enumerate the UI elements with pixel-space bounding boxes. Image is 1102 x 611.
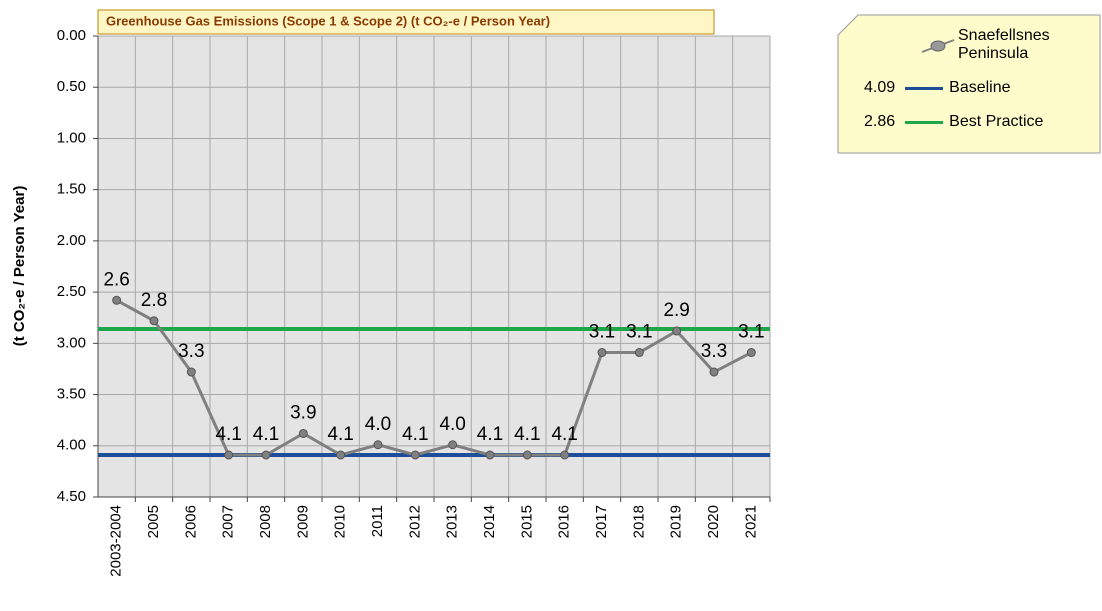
data-label: 4.0 xyxy=(439,414,465,435)
y-tick-label: 1.50 xyxy=(57,181,86,198)
x-tick-label: 2021 xyxy=(742,505,759,538)
data-point xyxy=(672,326,682,336)
data-point xyxy=(522,450,532,460)
data-point xyxy=(149,316,159,326)
x-tick-label: 2007 xyxy=(220,505,237,538)
legend-label: Best Practice xyxy=(949,113,1044,130)
data-label: 2.8 xyxy=(141,290,167,311)
data-point xyxy=(298,428,308,438)
data-label: 4.1 xyxy=(551,424,577,445)
legend-label: Baseline xyxy=(949,79,1011,96)
y-tick-label: 3.50 xyxy=(57,386,86,403)
legend-swatch xyxy=(905,86,944,90)
x-tick-label: 2016 xyxy=(556,505,573,538)
x-tick-label: 2006 xyxy=(182,505,199,538)
y-axis-label: (t CO₂-e / Person Year) xyxy=(11,186,28,347)
y-tick-label: 2.00 xyxy=(57,232,86,249)
title-box xyxy=(97,9,715,35)
data-label: 4.0 xyxy=(365,414,391,435)
x-tick-label: 2009 xyxy=(294,505,311,538)
data-point xyxy=(410,450,420,460)
legend-item: 4.09 Baseline xyxy=(864,79,1011,97)
x-tick-label: 2010 xyxy=(332,505,349,538)
data-point xyxy=(261,450,271,460)
data-label: 3.3 xyxy=(701,341,727,362)
y-tick-label: 1.00 xyxy=(57,129,86,146)
data-point xyxy=(560,450,570,460)
x-tick-label: 2020 xyxy=(705,505,722,538)
x-tick-label: 2005 xyxy=(145,505,162,538)
legend-item: 2.86 Best Practice xyxy=(864,113,1043,131)
x-tick-label: 2019 xyxy=(668,505,685,538)
data-point xyxy=(634,348,644,358)
data-label: 2.6 xyxy=(103,269,129,290)
y-tick-label: 0.50 xyxy=(57,78,86,95)
x-tick-label: 2017 xyxy=(593,505,610,538)
legend-box xyxy=(837,14,1101,154)
x-tick-label: 2003-2004 xyxy=(108,505,125,577)
x-tick-label: 2012 xyxy=(406,505,423,538)
x-tick-label: 2014 xyxy=(481,505,498,538)
data-label: 3.9 xyxy=(290,403,316,424)
data-label: 4.1 xyxy=(402,424,428,445)
y-tick-label: 2.50 xyxy=(57,283,86,300)
chart-title: Greenhouse Gas Emissions (Scope 1 & Scop… xyxy=(106,13,550,28)
data-label: 3.3 xyxy=(178,341,204,362)
legend: Snaefellsnes Peninsula 4.09 Baseline 2.8… xyxy=(838,15,1100,153)
legend-marker xyxy=(921,39,955,53)
data-point xyxy=(373,440,383,450)
x-tick-label: 2018 xyxy=(630,505,647,538)
data-point xyxy=(485,450,495,460)
data-point xyxy=(186,367,196,377)
data-label: 3.1 xyxy=(738,322,764,343)
x-tick-label: 2013 xyxy=(444,505,461,538)
data-label: 4.1 xyxy=(253,424,279,445)
legend-value: 2.86 xyxy=(864,113,896,130)
data-label: 3.1 xyxy=(626,322,652,343)
data-point xyxy=(709,367,719,377)
x-tick-label: 2008 xyxy=(257,505,274,538)
data-label: 4.1 xyxy=(477,424,503,445)
y-tick-label: 3.00 xyxy=(57,334,86,351)
data-point xyxy=(336,450,346,460)
data-point xyxy=(112,295,122,305)
data-label: 4.1 xyxy=(514,424,540,445)
data-point xyxy=(224,450,234,460)
y-tick-label: 4.00 xyxy=(57,437,86,454)
data-label: 4.1 xyxy=(327,424,353,445)
series-line xyxy=(115,298,753,457)
x-tick-label: 2015 xyxy=(518,505,535,538)
x-tick-label: 2011 xyxy=(369,505,386,537)
data-point xyxy=(597,348,607,358)
legend-value: 4.09 xyxy=(864,79,896,96)
legend-item: Snaefellsnes Peninsula xyxy=(918,27,1088,63)
legend-label: Snaefellsnes Peninsula xyxy=(958,27,1050,62)
data-label: 2.9 xyxy=(663,300,689,321)
y-tick-label: 4.50 xyxy=(57,488,86,505)
data-label: 3.1 xyxy=(589,322,615,343)
data-point xyxy=(448,440,458,450)
y-tick-label: 0.00 xyxy=(57,27,86,44)
data-point xyxy=(746,348,756,358)
legend-swatch xyxy=(905,120,944,124)
data-label: 4.1 xyxy=(215,424,241,445)
